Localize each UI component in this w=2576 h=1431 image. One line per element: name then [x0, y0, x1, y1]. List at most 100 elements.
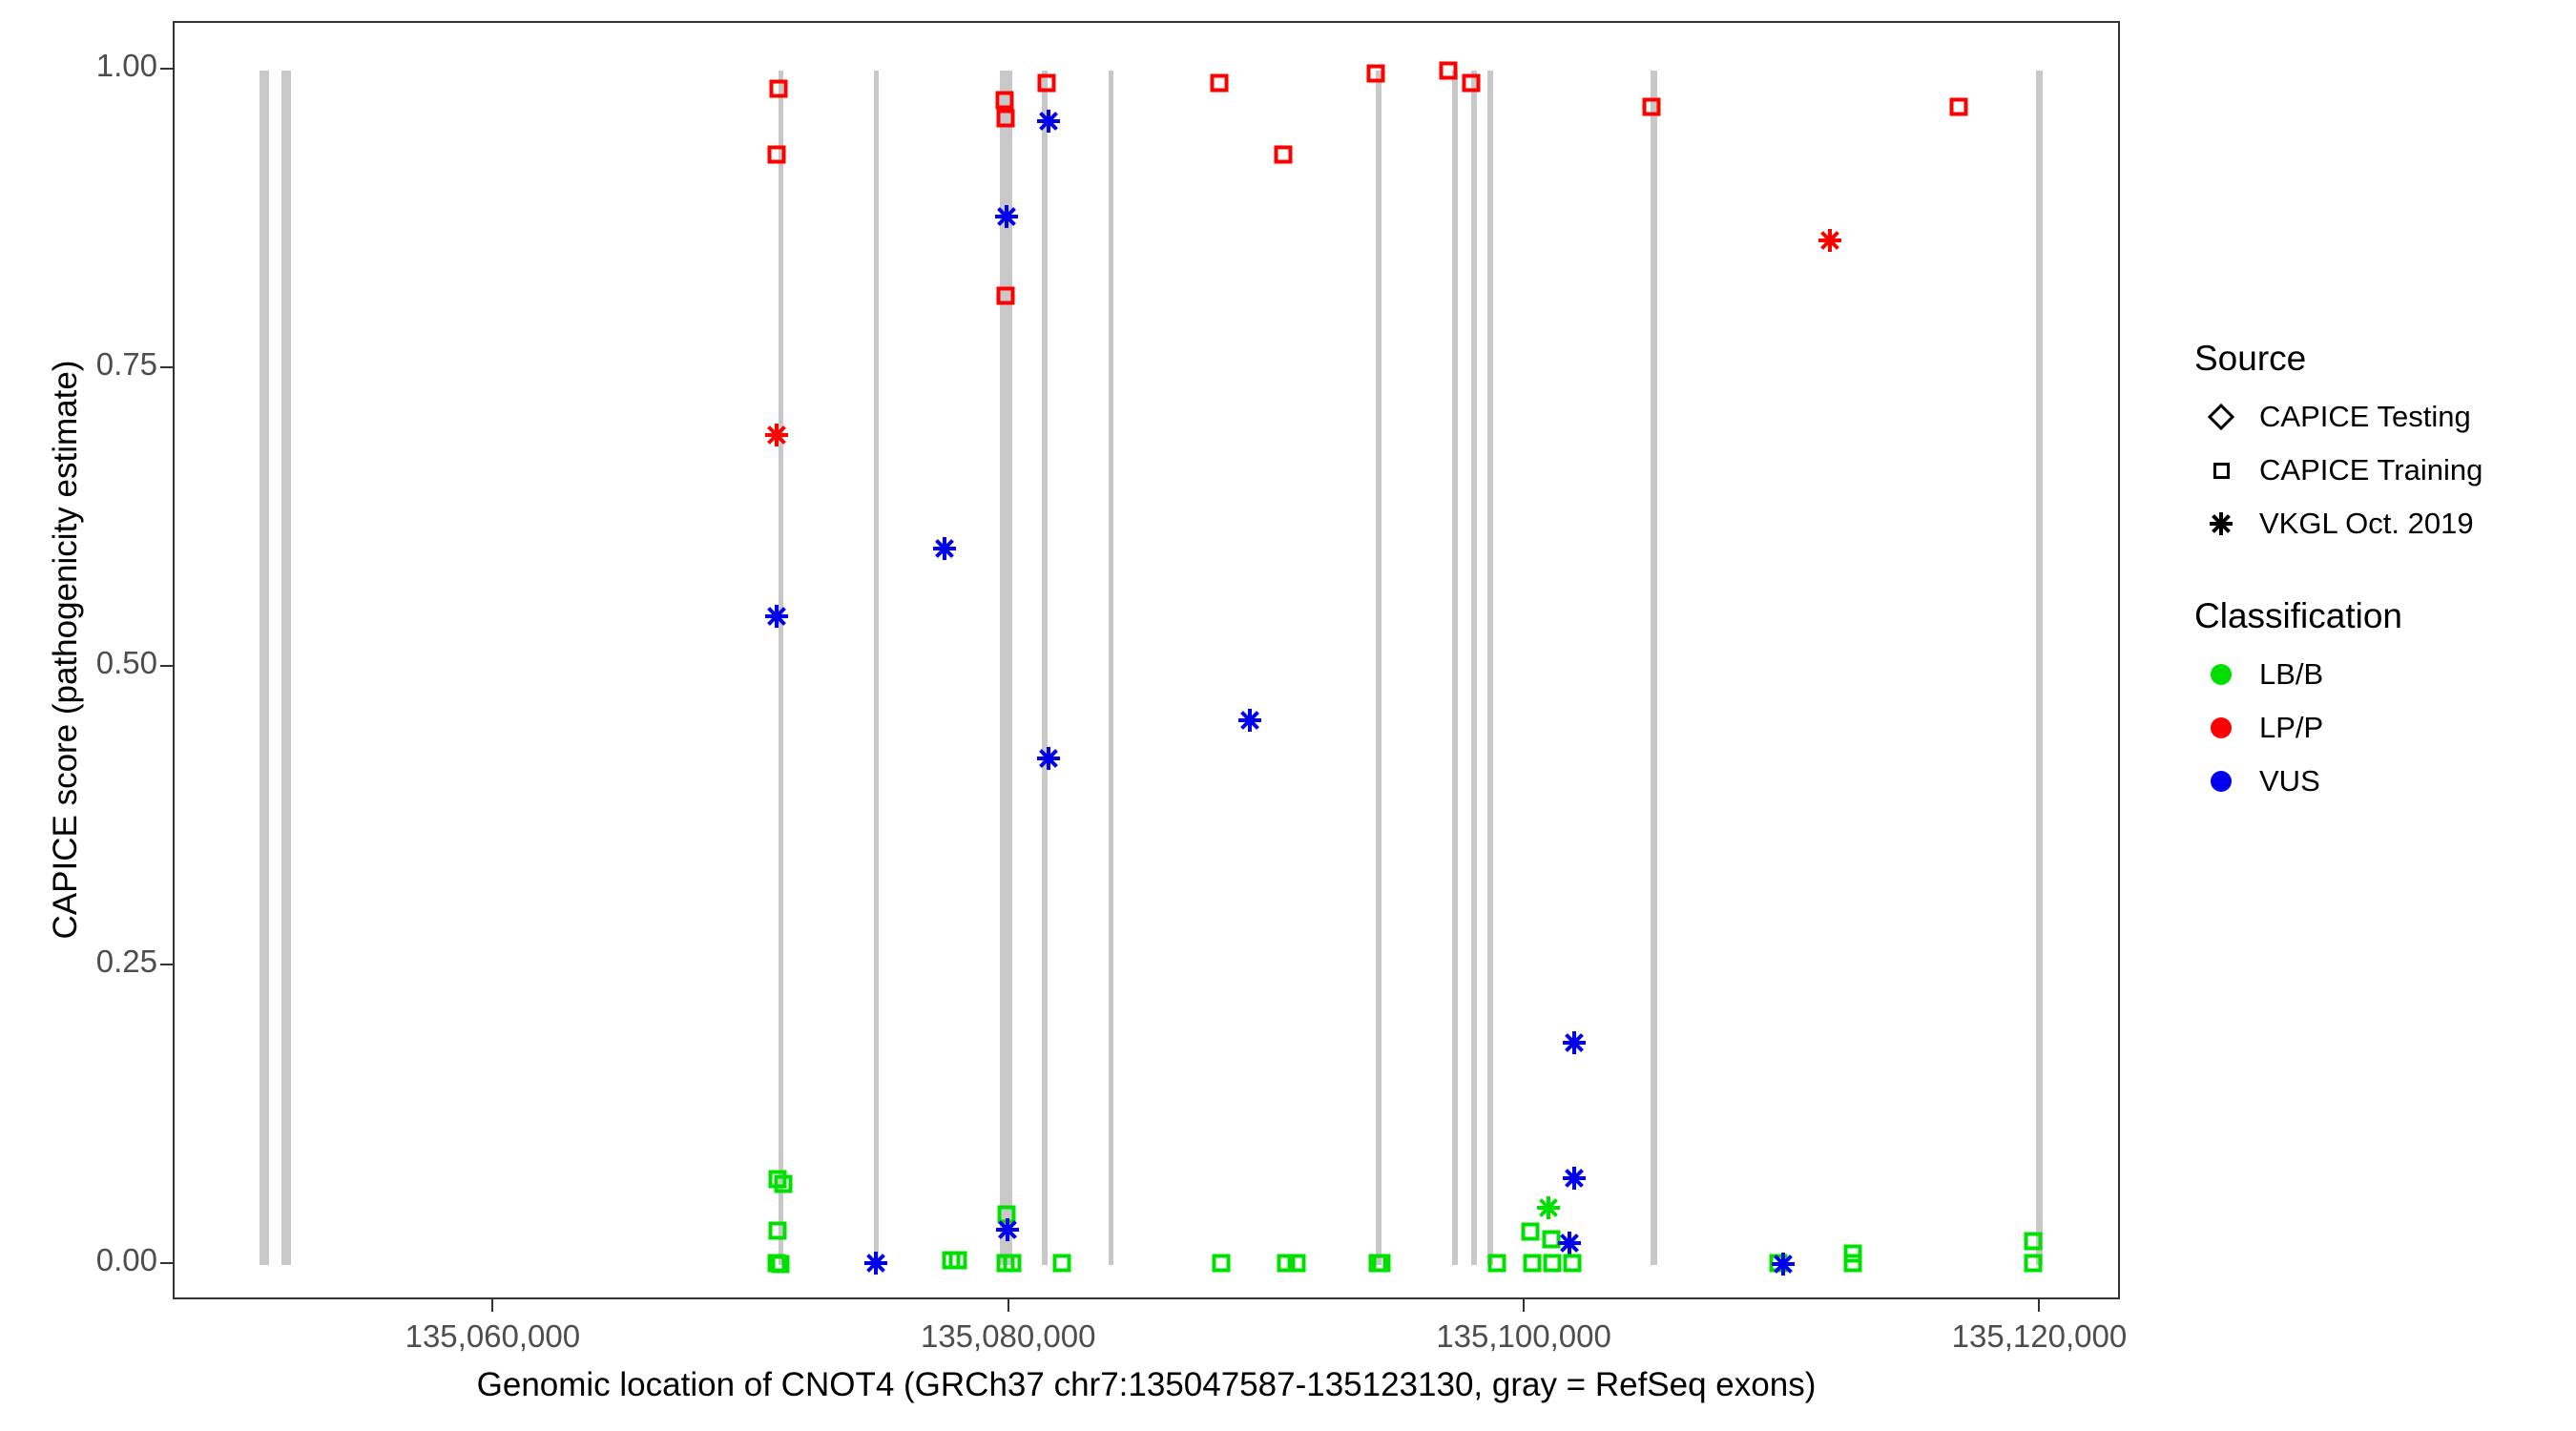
legend-item[interactable]: CAPICE Training [2194, 444, 2566, 497]
dot-glyph [2211, 771, 2232, 792]
legend-item[interactable]: VKGL Oct. 2019 [2194, 497, 2566, 550]
square-marker [942, 1251, 961, 1270]
exon-bar [1041, 71, 1048, 1266]
dot-icon [2194, 701, 2248, 755]
data-point [1543, 1254, 1562, 1273]
square-marker [1521, 1222, 1540, 1241]
x-tick-mark [491, 1299, 494, 1312]
exon-bar [1486, 71, 1493, 1266]
exon-bar [1470, 71, 1477, 1266]
data-point [1534, 1193, 1563, 1222]
square-marker [1949, 97, 1968, 116]
data-point [1212, 1254, 1231, 1273]
exon-bar [779, 71, 784, 1266]
square-marker [1523, 1254, 1542, 1273]
data-point [1563, 1254, 1582, 1273]
y-tick-label: 1.00 [95, 48, 157, 84]
data-point [1034, 107, 1063, 135]
legend-spacer [2194, 550, 2566, 596]
y-tick-label: 0.75 [95, 346, 157, 383]
data-point [1052, 1254, 1071, 1273]
x-tick-label: 135,100,000 [1436, 1318, 1611, 1354]
square-marker [1843, 1254, 1862, 1273]
data-point [1236, 706, 1264, 735]
data-point [1769, 1254, 1788, 1273]
legend-title: Classification [2194, 596, 2402, 635]
data-point [930, 534, 959, 563]
exon-bar [2035, 71, 2043, 1266]
square-marker [1277, 1254, 1296, 1273]
x-tick-mark [1007, 1299, 1009, 1312]
y-tick-label: 0.25 [95, 944, 157, 980]
data-point [762, 602, 791, 631]
x-tick-label: 135,120,000 [1951, 1318, 2128, 1354]
x-tick-label: 135,080,000 [920, 1318, 1096, 1354]
y-tick-label: 0.00 [95, 1242, 157, 1278]
square-glyph [2212, 462, 2230, 479]
asterisk-icon [2194, 497, 2248, 550]
data-point [1816, 226, 1844, 255]
legend-item[interactable]: CAPICE Testing [2194, 390, 2566, 444]
exon-bar [280, 71, 291, 1266]
plot-panel [173, 21, 2120, 1299]
dot-glyph [2211, 664, 2232, 685]
y-tick-mark [160, 1262, 173, 1265]
legend-item-label: VKGL Oct. 2019 [2259, 507, 2474, 540]
dot-icon [2194, 755, 2248, 808]
square-marker [767, 1254, 786, 1273]
data-point [1034, 744, 1063, 773]
y-tick-mark [160, 68, 173, 71]
exon-bar [1109, 71, 1114, 1266]
x-tick-mark [2038, 1299, 2041, 1312]
data-point [1274, 145, 1293, 164]
square-icon [2194, 444, 2248, 497]
x-tick-mark [1523, 1299, 1526, 1312]
data-point [768, 1221, 787, 1240]
square-marker [1563, 1254, 1582, 1273]
square-marker [1843, 1244, 1862, 1263]
data-point [768, 1170, 787, 1189]
square-marker [1542, 1230, 1561, 1249]
legend-item-label: CAPICE Training [2259, 453, 2483, 487]
exon-bar [1650, 71, 1657, 1266]
data-point [767, 1254, 786, 1273]
data-point [1542, 1230, 1561, 1249]
exon-bar [1451, 71, 1458, 1266]
square-marker [948, 1251, 967, 1270]
x-axis-title: Genomic location of CNOT4 (GRCh37 chr7:1… [476, 1366, 1817, 1403]
legend-item-label: LP/P [2259, 711, 2324, 744]
legend-item-label: VUS [2259, 764, 2320, 798]
legend-item[interactable]: LP/P [2194, 701, 2566, 755]
y-tick-label: 0.50 [95, 645, 157, 681]
data-point [1560, 1028, 1589, 1057]
x-tick-label: 135,060,000 [405, 1318, 581, 1354]
data-point [1523, 1254, 1542, 1273]
exon-bar [1375, 71, 1381, 1266]
y-tick-mark [160, 964, 173, 966]
square-marker [768, 1170, 787, 1189]
legend-item[interactable]: VUS [2194, 755, 2566, 808]
dot-icon [2194, 648, 2248, 701]
y-tick-mark [160, 665, 173, 668]
data-point [1521, 1222, 1540, 1241]
dot-glyph [2211, 717, 2232, 738]
legend-item-label: CAPICE Testing [2259, 400, 2471, 433]
data-point [1843, 1254, 1862, 1273]
data-point [1769, 1250, 1797, 1278]
data-point [1210, 73, 1229, 93]
diamond-icon [2194, 390, 2248, 444]
data-point [942, 1251, 961, 1270]
legend-item-label: LB/B [2259, 657, 2324, 691]
data-point [948, 1251, 967, 1270]
legend-title: Source [2194, 339, 2307, 378]
legend-item[interactable]: LB/B [2194, 648, 2566, 701]
data-point [762, 421, 791, 449]
data-point [1949, 97, 1968, 116]
data-point [1287, 1254, 1306, 1273]
square-marker [768, 1221, 787, 1240]
exon-bar [259, 71, 269, 1266]
data-point [1843, 1244, 1862, 1263]
square-marker [1274, 145, 1293, 164]
square-marker [1769, 1254, 1788, 1273]
